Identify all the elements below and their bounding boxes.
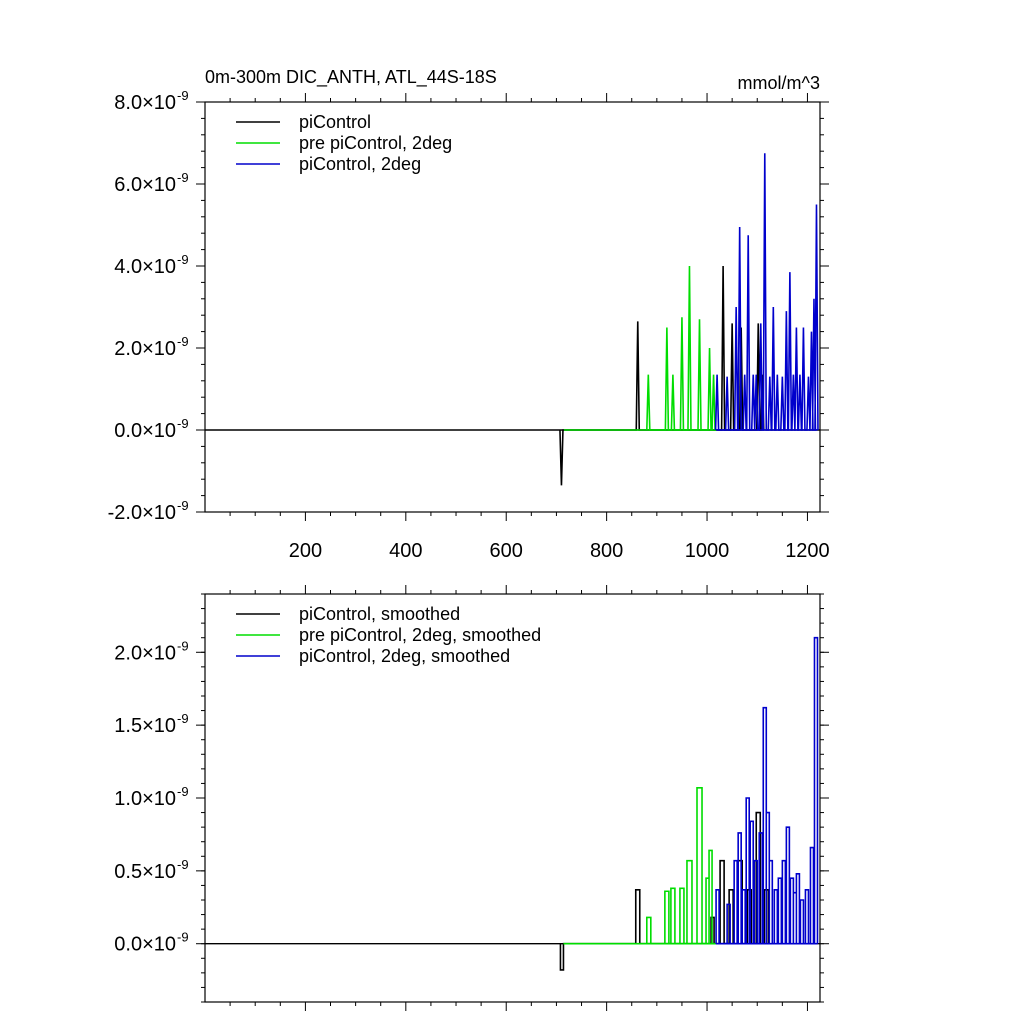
units-label: mmol/m^3 [738, 73, 820, 93]
y-tick-exponent: -9 [177, 170, 189, 185]
x-tick-label: 800 [590, 540, 623, 562]
y-tick-label: -2.0×10 [108, 502, 176, 524]
y-tick-label: 4.0×10 [114, 256, 176, 278]
legend-label: piControl [299, 112, 371, 132]
y-tick-exponent: -9 [177, 252, 189, 267]
series-line [714, 153, 819, 431]
x-tick-label: 200 [289, 540, 322, 562]
x-tick-label: 600 [490, 540, 523, 562]
legend-label: pre piControl, 2deg [299, 133, 452, 153]
series-line [646, 265, 716, 431]
legend-label: piControl, 2deg [299, 154, 421, 174]
y-tick-label: 0.0×10 [114, 420, 176, 442]
y-tick-exponent: -9 [177, 334, 189, 349]
x-tick-label: 1200 [785, 540, 830, 562]
y-tick-label: 2.0×10 [114, 338, 176, 360]
chart-title: 0m-300m DIC_ANTH, ATL_44S-18S [205, 67, 497, 88]
x-tick-label: 1000 [685, 540, 730, 562]
series-line [559, 265, 765, 486]
y-tick-exponent: -9 [177, 416, 189, 431]
y-tick-label: 6.0×10 [114, 174, 176, 196]
y-tick-label: 8.0×10 [114, 92, 176, 114]
x-tick-label: 400 [389, 540, 422, 562]
top-plot-frame [204, 101, 821, 513]
y-tick-exponent: -9 [177, 88, 189, 103]
y-tick-exponent: -9 [177, 498, 189, 513]
